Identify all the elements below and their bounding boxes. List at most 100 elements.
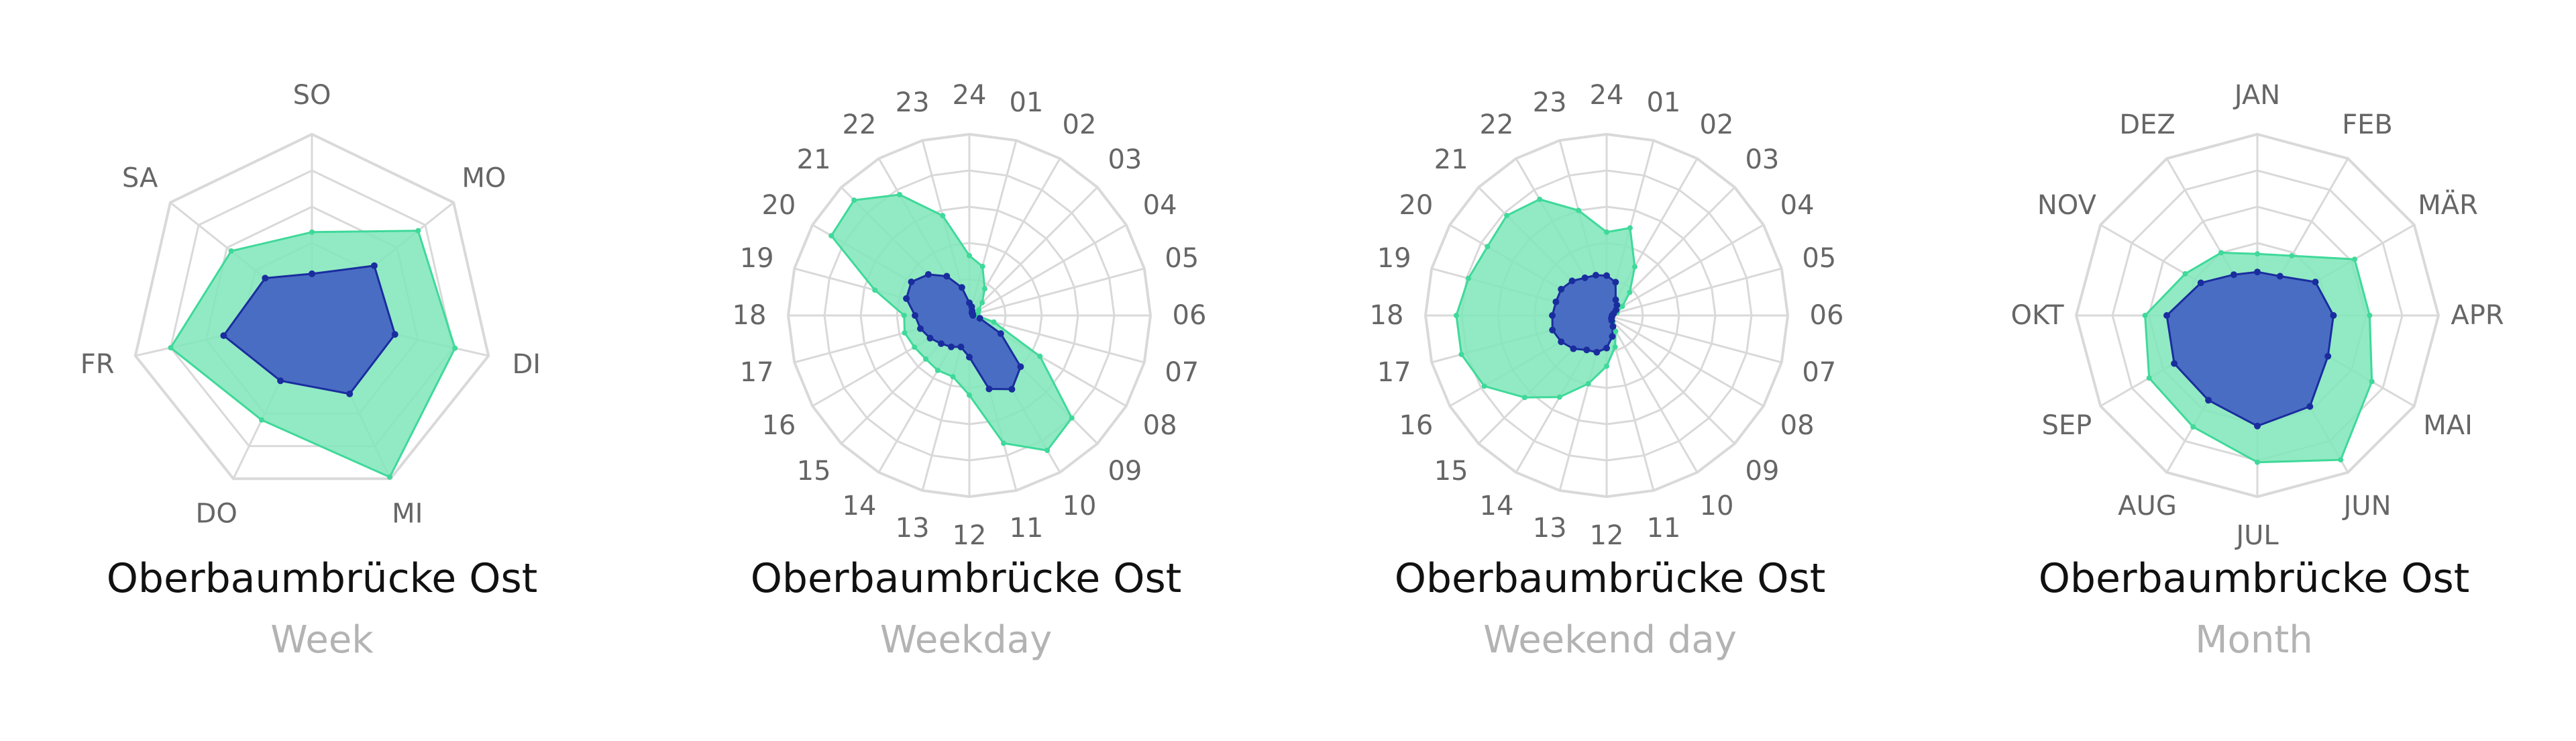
grid-ring: [169, 169, 455, 448]
data-point: [277, 377, 284, 385]
data-point: [1619, 303, 1625, 309]
axis-label: FR: [80, 349, 115, 380]
axis-label: 06: [1810, 300, 1844, 331]
data-point: [2163, 312, 2170, 319]
axis-label: 16: [1399, 410, 1433, 441]
axis-label: JUL: [2234, 520, 2279, 551]
radar-chart-weekday: 24 01 02 03 04 05 06 07 08 09 10 11 12 13 14 15 16 17 18 19…: [644, 0, 1288, 741]
data-point: [2230, 271, 2237, 279]
data-point: [309, 270, 315, 277]
data-point: [1592, 272, 1599, 279]
data-point: [1608, 317, 1615, 324]
chart-title: Oberbaumbrücke Ost: [1394, 555, 1826, 602]
axis-label: 04: [1143, 190, 1177, 221]
data-point: [1558, 338, 1565, 346]
data-point: [1481, 383, 1487, 389]
grid-spoke: [1606, 267, 1782, 317]
data-point: [2218, 250, 2224, 256]
data-point: [1593, 348, 1601, 356]
grid-ring: [133, 132, 490, 481]
data-point: [1609, 323, 1617, 330]
data-point: [902, 330, 908, 336]
axis-label: SA: [122, 163, 158, 194]
axis-label: 10: [1063, 491, 1097, 522]
axis-label: 19: [740, 243, 774, 274]
axis-label: 18: [733, 300, 767, 331]
data-point: [220, 332, 227, 339]
radar-chart-week: SO MO DI MI DO FR SA Oberbaumbrücke Ost Week: [0, 0, 644, 741]
data-point: [912, 312, 918, 319]
data-point: [967, 392, 972, 398]
axis-label: MI: [392, 499, 423, 530]
axis-label: 06: [1173, 300, 1207, 331]
axis-label: 17: [740, 357, 774, 388]
radar-chart-weekend-day: 24 01 02 03 04 05 06 07 08 09 10 11 12 13 14 15 16 17 18 19…: [1288, 0, 1932, 741]
data-point: [1583, 346, 1591, 354]
axis-label: 05: [1165, 243, 1199, 274]
axis-label: 14: [1480, 491, 1514, 522]
data-point: [2367, 313, 2373, 318]
axis-label: 19: [1377, 243, 1411, 274]
data-point: [1504, 213, 1510, 219]
data-point: [1556, 394, 1562, 400]
axis-label: 14: [843, 491, 877, 522]
data-point: [851, 197, 857, 203]
axis-label: 16: [761, 410, 796, 441]
data-point: [976, 315, 983, 322]
axis-label: 24: [1590, 80, 1624, 111]
axis-label: 07: [1802, 357, 1836, 388]
chart-subtitle: Week: [270, 618, 374, 662]
data-point: [926, 334, 934, 342]
axis-label: SEP: [2042, 410, 2092, 441]
data-point: [259, 417, 264, 423]
axis-label: 07: [1165, 357, 1199, 388]
data-point: [1612, 296, 1619, 303]
data-point: [452, 345, 458, 351]
data-point: [943, 273, 951, 280]
data-point: [901, 313, 907, 318]
axis-label: 01: [1009, 87, 1043, 118]
data-point: [912, 344, 918, 350]
axis-label: 09: [1108, 456, 1142, 487]
grid-spoke: [969, 267, 1145, 317]
axis-label: 22: [843, 109, 877, 140]
data-point: [168, 345, 174, 351]
data-point: [1521, 395, 1527, 401]
data-point: [1537, 197, 1543, 202]
data-point: [2276, 273, 2284, 280]
data-point: [940, 213, 946, 219]
grid-spoke: [1606, 314, 1782, 364]
data-point: [1612, 279, 1619, 286]
data-point: [1037, 353, 1043, 359]
axis-label: 03: [1108, 144, 1142, 175]
axis-label: 21: [1434, 144, 1468, 175]
axis-label: 05: [1802, 243, 1836, 274]
data-point: [2330, 312, 2337, 319]
axis-label: 23: [896, 87, 930, 118]
grid-spoke: [1605, 315, 1699, 473]
chart-subtitle: Weekday: [879, 618, 1053, 662]
axis-label: 20: [761, 190, 796, 221]
data-point: [966, 354, 973, 361]
axis-label: JAN: [2233, 80, 2280, 111]
data-point: [1568, 277, 1576, 285]
data-point: [391, 331, 398, 338]
data-point: [2142, 313, 2148, 318]
data-point: [1570, 345, 1577, 352]
data-point: [309, 229, 315, 235]
axis-label: 08: [1780, 410, 1815, 441]
data-point: [924, 270, 932, 278]
data-point: [2205, 397, 2212, 404]
axis-label: MAI: [2423, 410, 2473, 441]
data-point: [1612, 344, 1618, 350]
axis-label: 20: [1399, 190, 1433, 221]
data-point: [1552, 298, 1560, 305]
axis-label: 11: [1646, 513, 1680, 544]
data-point: [958, 284, 965, 291]
data-point: [2255, 459, 2260, 465]
axis-label: OKT: [2010, 300, 2064, 331]
grid-spoke: [1605, 314, 1735, 444]
axis-label: 11: [1009, 513, 1043, 544]
data-point: [1613, 328, 1619, 334]
